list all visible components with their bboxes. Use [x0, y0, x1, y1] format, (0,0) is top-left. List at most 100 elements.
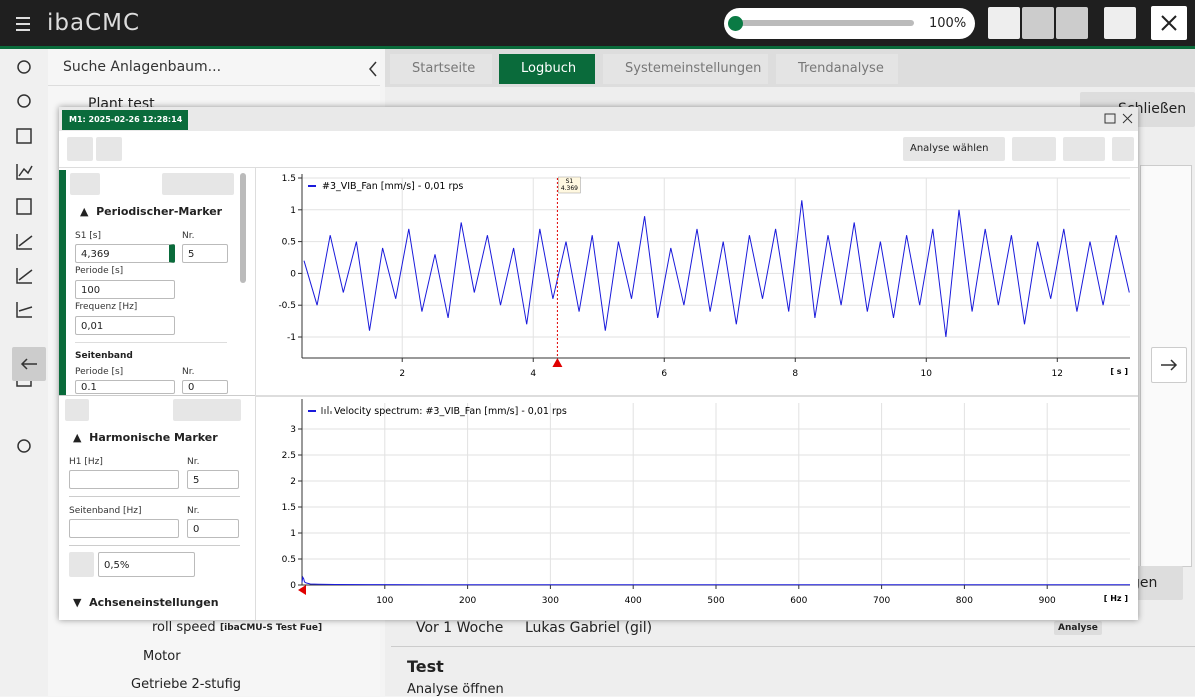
- sb-nr-input[interactable]: 0: [187, 519, 239, 538]
- y-tick-label: 0.5: [282, 238, 296, 248]
- spectrum-chart: 00.511.522.53100200300400500600700800900…: [256, 398, 1138, 618]
- y-tick-label: -0.5: [278, 301, 296, 311]
- x-tick-label: 10: [921, 369, 933, 379]
- collapse-tree[interactable]: [362, 56, 384, 82]
- y-tick-label: 2.5: [282, 451, 296, 461]
- section-title-text: Harmonische Marker: [89, 431, 218, 444]
- legend-label: Velocity spectrum: #3_VIB_Fan [mm/s] - 0…: [334, 406, 567, 417]
- nr-input[interactable]: 5: [187, 470, 239, 489]
- zoom-value: 100%: [929, 16, 966, 31]
- zoom-tools[interactable]: [162, 173, 234, 195]
- field-label: Seitenband [Hz]: [69, 506, 142, 516]
- zoom-out[interactable]: [1022, 7, 1054, 39]
- field-label: Nr.: [182, 231, 194, 241]
- x-tick-label: 600: [790, 596, 807, 606]
- x-tick-label: 12: [1052, 369, 1063, 379]
- x-tick-label: 800: [956, 596, 973, 606]
- entry-time: Vor 1 Woche: [416, 620, 503, 636]
- nr-input[interactable]: 5: [182, 244, 228, 263]
- section-title-text: Achseneinstellungen: [89, 596, 218, 609]
- freq-input[interactable]: 0,01: [75, 316, 175, 335]
- subsection-title: Seitenband: [75, 351, 133, 361]
- tool-download[interactable]: [96, 137, 122, 161]
- entry-action[interactable]: Analyse öffnen: [407, 682, 504, 697]
- active-indicator: [59, 170, 66, 395]
- fit-button[interactable]: [70, 173, 100, 195]
- x-tick-label: 4: [530, 369, 536, 379]
- x-tick-label: 2: [399, 369, 405, 379]
- nav-next[interactable]: [1151, 347, 1187, 383]
- analysis-select[interactable]: Analyse wählen: [903, 137, 1005, 161]
- x-tick-label: 900: [1039, 596, 1056, 606]
- tree-search[interactable]: Suche Anlagenbaum...: [63, 59, 221, 75]
- nav-prev[interactable]: [12, 347, 46, 381]
- marker-handle: [552, 358, 562, 367]
- tree-item[interactable]: Motor: [143, 649, 181, 664]
- field-label: Periode [s]: [75, 266, 123, 276]
- field-label: Frequenz [Hz]: [75, 302, 137, 312]
- sb-nr-input[interactable]: 0: [182, 380, 228, 394]
- zoom-slider[interactable]: 100%: [724, 8, 975, 39]
- field-label: Nr.: [187, 457, 199, 467]
- tool-button[interactable]: [67, 137, 93, 161]
- app-title: ibaCMC: [47, 10, 140, 36]
- period-input[interactable]: 100: [75, 280, 175, 299]
- zoom-tools[interactable]: [173, 399, 241, 421]
- fit-button[interactable]: [65, 399, 89, 421]
- h1-input[interactable]: [69, 470, 179, 489]
- close-app[interactable]: [1151, 6, 1187, 40]
- settings[interactable]: [1112, 137, 1134, 161]
- marker-handle: [298, 585, 306, 595]
- sb-period-input[interactable]: 0.1: [75, 380, 175, 394]
- field-label: S1 [s]: [75, 231, 101, 241]
- y-tick-label: 3: [290, 425, 296, 435]
- percent-select[interactable]: 0,5%: [98, 552, 195, 577]
- entry-user: Lukas Gabriel (gil): [525, 620, 652, 636]
- prev-analysis[interactable]: [1012, 137, 1056, 161]
- field-label: Periode [s]: [75, 367, 123, 377]
- download[interactable]: [1104, 7, 1136, 39]
- y-tick-label: 0: [290, 581, 296, 591]
- marker-value: 4.369: [561, 185, 578, 192]
- crosshair-button[interactable]: [69, 552, 94, 577]
- tab[interactable]: Trendanalyse: [776, 54, 898, 84]
- marker-label: S1: [566, 178, 574, 185]
- y-tick-label: 1.5: [282, 503, 296, 513]
- entry-badge: Analyse: [1054, 621, 1102, 635]
- tab-active[interactable]: Logbuch: [499, 54, 595, 84]
- s1-input[interactable]: 4,369: [75, 244, 175, 263]
- x-tick-label: 200: [459, 596, 476, 606]
- y-tick-label: 1: [290, 206, 296, 216]
- y-tick-label: 2: [290, 477, 296, 487]
- window-controls[interactable]: [1103, 110, 1137, 128]
- x-tick-label: 700: [873, 596, 890, 606]
- x-tick-label: 400: [625, 596, 642, 606]
- signal-line: [304, 200, 1129, 337]
- time-chart: -1-0.500.511.524681012[ s ]#3_VIB_Fan [m…: [256, 170, 1138, 394]
- zoom-reset[interactable]: [1056, 7, 1088, 39]
- y-tick-label: 1: [290, 529, 296, 539]
- x-tick-label: 300: [542, 596, 559, 606]
- y-tick-label: 0.5: [282, 555, 296, 565]
- scrollbar[interactable]: [240, 173, 246, 283]
- tree-item[interactable]: Getriebe 2-stufig: [131, 677, 241, 692]
- tab[interactable]: Startseite: [390, 54, 492, 84]
- y-tick-label: 0: [290, 269, 296, 279]
- section-title: ▲ Periodischer-Marker: [80, 205, 222, 218]
- field-label: Nr.: [187, 506, 199, 516]
- tab[interactable]: Systemeinstellungen: [603, 54, 768, 84]
- y-tick-label: -1: [287, 333, 296, 343]
- legend-icon: [322, 406, 331, 414]
- sb-input[interactable]: [69, 519, 179, 538]
- x-axis-label: [ s ]: [1110, 367, 1128, 376]
- zoom-in[interactable]: [988, 7, 1020, 39]
- next-analysis[interactable]: [1063, 137, 1105, 161]
- section-title: ▼ Achseneinstellungen: [73, 596, 219, 609]
- marker-tab[interactable]: M1: 2025-02-26 12:28:14: [62, 110, 188, 130]
- tree-item[interactable]: roll speed: [152, 620, 216, 635]
- top-bar: ibaCMC 100%: [0, 0, 1195, 46]
- menu-icon[interactable]: [16, 17, 32, 31]
- legend-label: #3_VIB_Fan [mm/s] - 0,01 rps: [322, 181, 463, 192]
- dialog-header: [59, 107, 1138, 131]
